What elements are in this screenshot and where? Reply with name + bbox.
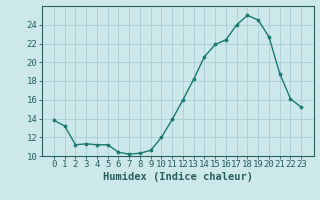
X-axis label: Humidex (Indice chaleur): Humidex (Indice chaleur) (103, 172, 252, 182)
